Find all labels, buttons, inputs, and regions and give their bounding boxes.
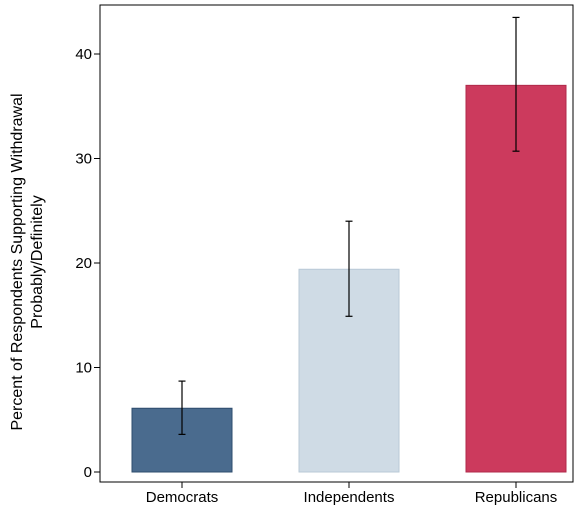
- plot-frame: [99, 4, 574, 483]
- y-axis-title-line-2: Probably/Definitely: [29, 195, 46, 328]
- x-tick-label-independents: Independents: [304, 489, 395, 506]
- y-tick-label: 20: [75, 255, 92, 272]
- y-axis-title-line-1: Percent of Respondents Supporting Withdr…: [9, 93, 26, 430]
- plot-area: 0 10 20 30 40 Democrats Independents Republican…: [75, 4, 574, 506]
- y-tick-label: 10: [75, 360, 92, 377]
- y-tick-label: 30: [75, 151, 92, 168]
- x-tick-label-democrats: Democrats: [146, 489, 219, 506]
- x-tick-label-republicans: Republicans: [475, 489, 558, 506]
- y-tick-label: 0: [84, 464, 92, 481]
- y-tick-label: 40: [75, 46, 92, 63]
- y-axis-title: Percent of Respondents Supporting Withdr…: [9, 93, 46, 430]
